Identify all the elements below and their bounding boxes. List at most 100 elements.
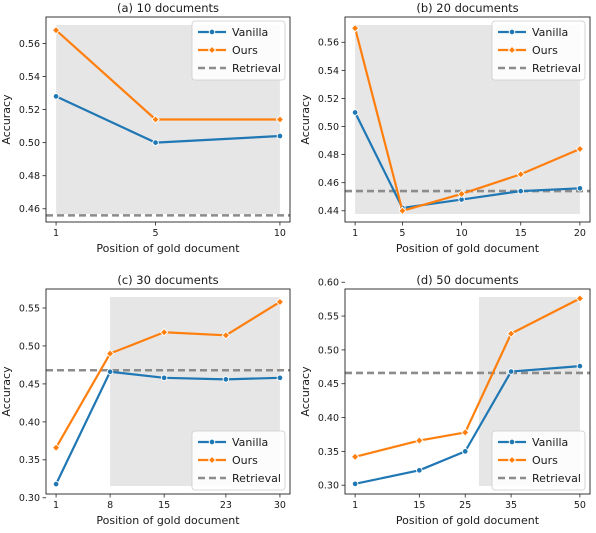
panel-d: 1 15 25 35 50 0.30 0.35 0.40 0.45 0.50 0.55 0.60 (d)… [299, 273, 591, 527]
x-axis-title: Position of gold document [396, 242, 540, 255]
legend: Vanilla Ours Retrieval [491, 430, 586, 491]
data-point-ours [575, 294, 585, 303]
x-tick-label: 5 [399, 228, 405, 239]
data-point-vanilla [160, 374, 168, 382]
plot-frame [344, 288, 591, 495]
panel-title: (b) 20 documents [416, 1, 518, 15]
legend-box [491, 20, 586, 81]
y-tick-label: 0.30 [19, 493, 40, 504]
data-point-vanilla [576, 185, 584, 192]
data-point-vanilla [416, 467, 423, 474]
y-tick-label: 0.48 [19, 171, 40, 182]
x-tick-label: 1 [352, 500, 358, 511]
x-axis-title: Position of gold document [396, 514, 540, 527]
legend-marker-vanilla [508, 28, 516, 36]
legend-marker-vanilla [208, 28, 216, 36]
panel-a: 1 5 10 0.46 0.48 0.50 0.52 0.54 0.56 (a) 10 docum… [0, 1, 291, 255]
data-point-ours [159, 328, 169, 337]
y-tick-label: 0.35 [19, 455, 40, 466]
legend-label-retrieval: Retrieval [232, 472, 281, 485]
x-tick-label: 5 [153, 228, 159, 239]
legend: Vanilla Ours Retrieval [191, 430, 286, 491]
x-tick-label: 10 [456, 228, 468, 239]
legend-box [191, 430, 286, 491]
panel-c: 1 8 15 23 30 0.30 0.35 0.40 0.45 0.50 0.55 (c) 30 d… [0, 273, 291, 527]
x-axis-title: Position of gold document [96, 514, 240, 527]
y-tick-label: 0.52 [318, 94, 339, 105]
y-tick-label: 0.55 [318, 311, 339, 322]
legend-label-retrieval: Retrieval [532, 62, 581, 75]
y-tick-label: 0.50 [19, 138, 40, 149]
legend-box [191, 20, 286, 81]
legend: Vanilla Ours Retrieval [191, 20, 286, 81]
legend-marker-ours [207, 455, 217, 465]
data-point-vanilla [106, 368, 114, 376]
legend-marker-vanilla [208, 438, 216, 446]
legend-label-retrieval: Retrieval [532, 472, 581, 485]
y-tick-label: 0.56 [318, 38, 339, 49]
plot-frame [45, 16, 291, 223]
data-point-vanilla [576, 362, 584, 370]
data-point-vanilla [52, 93, 60, 100]
legend-label-vanilla: Vanilla [532, 436, 568, 449]
data-point-ours [221, 331, 231, 340]
legend-marker-vanilla [508, 438, 516, 446]
x-tick-label: 15 [515, 228, 527, 239]
y-tick-label: 0.50 [318, 122, 339, 133]
y-axis-title: Accuracy [0, 366, 13, 417]
data-point-ours [575, 144, 585, 154]
data-point-ours [51, 443, 61, 452]
data-point-vanilla [517, 187, 524, 195]
y-axis-title: Accuracy [0, 94, 13, 145]
y-tick-label: 0.50 [318, 345, 339, 356]
x-axis-title: Position of gold document [96, 242, 240, 255]
legend-label-ours: Ours [232, 454, 258, 467]
panel-title: (a) 10 documents [117, 1, 219, 15]
y-tick-label: 0.46 [318, 178, 339, 189]
y-tick-label: 0.50 [19, 341, 40, 352]
data-point-vanilla [507, 368, 515, 375]
legend-marker-ours [507, 45, 517, 55]
panel-b: 1 5 10 15 200.440.460.480.500.520.540.56(b) … [299, 1, 591, 255]
data-point-ours [350, 23, 360, 33]
x-tick-label: 30 [274, 500, 286, 511]
x-tick-label: 8 [107, 500, 113, 511]
data-point-ours [516, 170, 525, 179]
y-tick-label: 0.40 [19, 417, 40, 428]
y-tick-label: 0.46 [19, 204, 40, 215]
y-tick-label: 0.54 [318, 66, 339, 77]
y-tick-label: 0.35 [318, 447, 339, 458]
y-tick-label: 0.60 [318, 278, 339, 289]
y-tick-label: 0.55 [19, 303, 40, 314]
legend-box [491, 430, 586, 491]
y-tick-label: 0.30 [318, 481, 339, 492]
data-point-vanilla [351, 109, 359, 116]
legend-label-retrieval: Retrieval [232, 62, 281, 75]
legend-label-ours: Ours [532, 44, 558, 57]
x-tick-label: 1 [53, 228, 59, 239]
data-point-ours [51, 25, 61, 35]
data-point-vanilla [276, 132, 284, 140]
x-tick-label: 50 [574, 500, 586, 511]
data-point-ours [460, 428, 470, 437]
data-point-vanilla [351, 480, 359, 488]
x-tick-label: 15 [158, 500, 170, 511]
y-tick-label: 0.40 [318, 413, 339, 424]
legend-label-vanilla: Vanilla [232, 436, 268, 449]
y-axis-title: Accuracy [299, 366, 312, 417]
x-tick-label: 10 [274, 228, 286, 239]
x-tick-label: 1 [53, 500, 59, 511]
panel-title: (c) 30 documents [117, 273, 218, 287]
data-point-ours [506, 329, 516, 338]
data-point-vanilla [461, 448, 469, 455]
y-tick-label: 0.44 [318, 206, 339, 217]
y-axis-title: Accuracy [299, 94, 312, 145]
data-point-ours [415, 436, 424, 445]
x-tick-label: 35 [505, 500, 517, 511]
legend-label-ours: Ours [532, 454, 558, 467]
data-point-ours [398, 206, 407, 216]
data-point-ours [105, 349, 115, 358]
x-tick-label: 25 [459, 500, 471, 511]
plot-frame [344, 16, 591, 223]
